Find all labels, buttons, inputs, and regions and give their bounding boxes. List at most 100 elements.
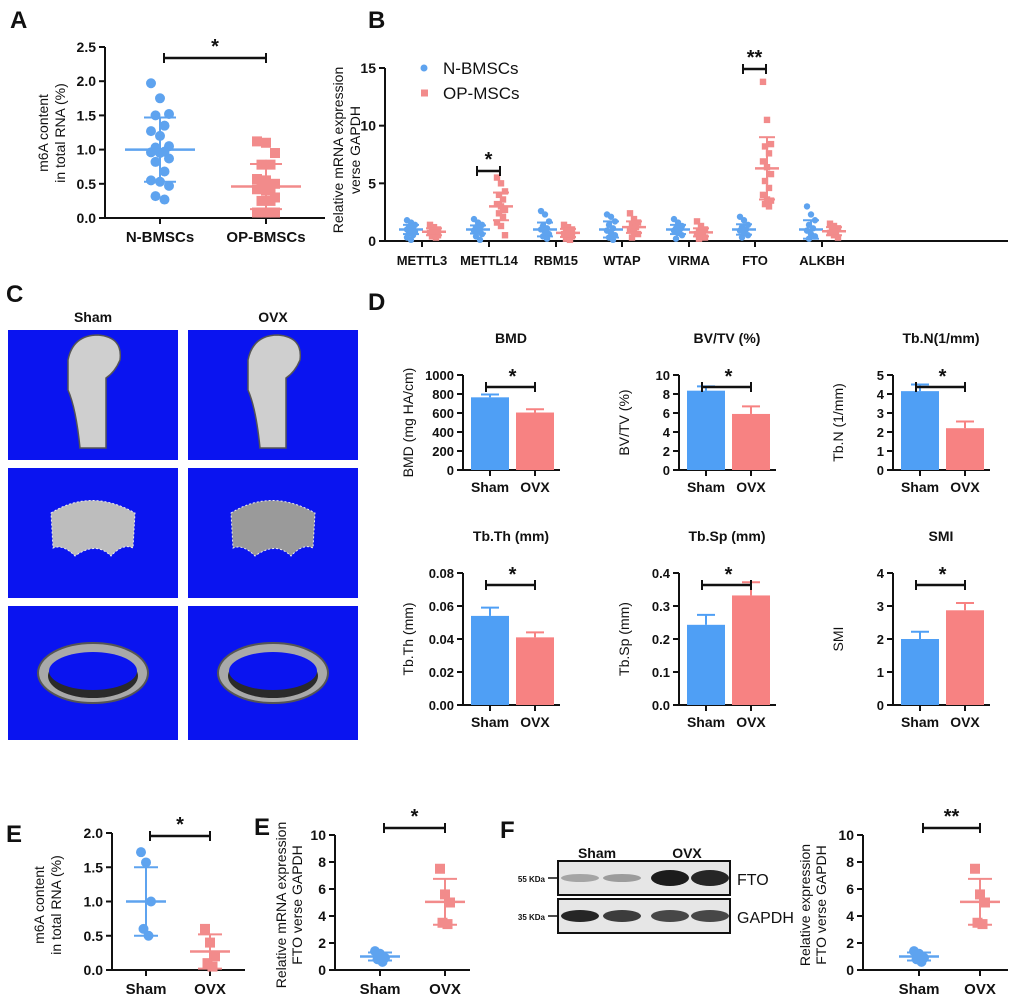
chart-panel-D: 0 200 400 600 800 1000 BMD BMD (mg HA/cm) Sham OV… — [400, 330, 560, 495]
chart-panel-D: 0.0 0.1 0.2 0.3 0.4 Tb.Sp (mm) Tb.Sp (mm) Sham O… — [616, 528, 776, 730]
y-tick-label: 0 — [846, 962, 854, 978]
x-tick-label: OVX — [950, 714, 980, 730]
data-point — [697, 222, 705, 230]
y-tick-label: 2.0 — [84, 825, 104, 841]
data-point — [803, 203, 811, 210]
data-point — [765, 203, 773, 210]
protein-label: FTO — [737, 872, 769, 889]
x-tick-label: METTL14 — [460, 253, 519, 268]
significance-label: * — [509, 564, 517, 586]
data-point — [256, 207, 267, 218]
x-tick-label: ALKBH — [799, 253, 845, 268]
y-axis-label: Tb.Th (mm) — [400, 602, 416, 675]
chart-title: Tb.N(1/mm) — [903, 330, 980, 346]
data-point — [164, 180, 174, 191]
y-tick-label: 0.5 — [77, 176, 97, 192]
data-point — [678, 232, 686, 239]
blot-group-label: OVX — [672, 845, 702, 861]
chart-panel-B: 0 5 10 15 METTL3 METTL14 RBM15 WTAP VIRMA FTO ALKB… — [360, 47, 1008, 268]
data-point — [265, 207, 276, 218]
chart-panel-D: 0 2 4 6 8 10 BV/TV (%) BV/TV (%) Sham OVX * — [616, 330, 776, 495]
image-column-header: OVX — [258, 309, 288, 325]
bar — [471, 397, 509, 470]
data-point — [759, 158, 767, 165]
chart-title: SMI — [929, 528, 954, 544]
data-point — [207, 961, 218, 972]
chart-title: Tb.Sp (mm) — [689, 528, 766, 544]
y-tick-label: 0.00 — [429, 698, 454, 713]
y-tick-label: 8 — [663, 387, 670, 402]
y-axis-label: verse GAPDH — [347, 106, 363, 194]
trabecular-bone-icon — [50, 500, 136, 557]
x-tick-label: OP-BMSCs — [226, 229, 305, 246]
x-tick-label: Sham — [687, 479, 725, 495]
data-point — [501, 206, 509, 214]
x-tick-label: OVX — [429, 981, 461, 998]
chart-panel-E: 0.0 0.5 1.0 1.5 2.0 Sham OVX * — [84, 814, 245, 998]
data-point — [499, 213, 507, 220]
data-point — [761, 143, 769, 150]
data-point — [826, 220, 834, 227]
y-tick-label: 10 — [360, 118, 376, 134]
y-tick-label: 0.08 — [429, 566, 454, 581]
y-tick-label: 10 — [310, 827, 326, 843]
protein-band — [561, 910, 599, 922]
molecular-weight-label: 55 KDa — [518, 875, 546, 884]
data-point — [261, 137, 271, 148]
data-point — [432, 234, 440, 241]
data-point — [765, 184, 773, 192]
data-point — [430, 223, 438, 231]
protein-band — [603, 874, 641, 882]
y-tick-label: 0.0 — [652, 698, 670, 713]
molecular-weight-label: 35 KDa — [518, 913, 546, 922]
data-point — [970, 863, 980, 874]
x-tick-label: Sham — [899, 981, 940, 998]
data-point — [560, 221, 568, 229]
y-tick-label: 1.0 — [77, 142, 97, 158]
x-tick-label: OVX — [736, 714, 766, 730]
bar — [946, 610, 984, 705]
y-tick-label: 4 — [318, 908, 326, 924]
data-point — [693, 230, 701, 238]
data-point — [738, 234, 746, 241]
x-tick-label: OVX — [736, 479, 766, 495]
data-point — [159, 166, 170, 177]
y-axis-label: Relative mRNA expression — [273, 822, 289, 989]
y-tick-label: 6 — [663, 406, 670, 421]
y-tick-label: 2 — [877, 632, 884, 647]
protein-band — [651, 870, 689, 886]
data-point — [210, 951, 220, 962]
x-tick-label: OVX — [520, 479, 550, 495]
legend-marker — [421, 89, 428, 97]
y-axis-label: SMI — [830, 627, 846, 652]
significance-label: * — [411, 806, 419, 828]
data-point — [634, 219, 642, 226]
panel-label: A — [10, 7, 27, 34]
y-tick-label: 2 — [846, 935, 854, 951]
significance-label: ** — [944, 806, 960, 828]
y-tick-label: 2 — [663, 444, 670, 459]
data-point — [626, 226, 634, 233]
data-point — [807, 211, 815, 218]
legend-label: OP-MSCs — [443, 84, 520, 103]
y-tick-label: 0.1 — [652, 665, 670, 680]
bar — [516, 637, 554, 705]
y-tick-label: 0 — [447, 463, 454, 478]
x-tick-label: METTL3 — [397, 253, 448, 268]
x-tick-label: Sham — [360, 981, 401, 998]
x-tick-label: RBM15 — [534, 253, 578, 268]
y-axis-label: in total RNA (%) — [52, 83, 68, 183]
y-tick-label: 4 — [846, 908, 854, 924]
y-axis-label: Tb.N (1/mm) — [830, 383, 846, 462]
data-point — [759, 191, 767, 199]
y-tick-label: 4 — [663, 425, 671, 440]
data-point — [476, 236, 484, 244]
data-point — [146, 126, 156, 137]
western-blot: Sham OVX 55 KDa FTO 35 KDa GAPDH — [518, 845, 794, 934]
y-tick-label: 0 — [318, 962, 326, 978]
panel-label: B — [368, 7, 385, 34]
y-tick-label: 5 — [877, 368, 884, 383]
y-tick-label: 5 — [368, 175, 376, 191]
data-point — [200, 923, 210, 934]
